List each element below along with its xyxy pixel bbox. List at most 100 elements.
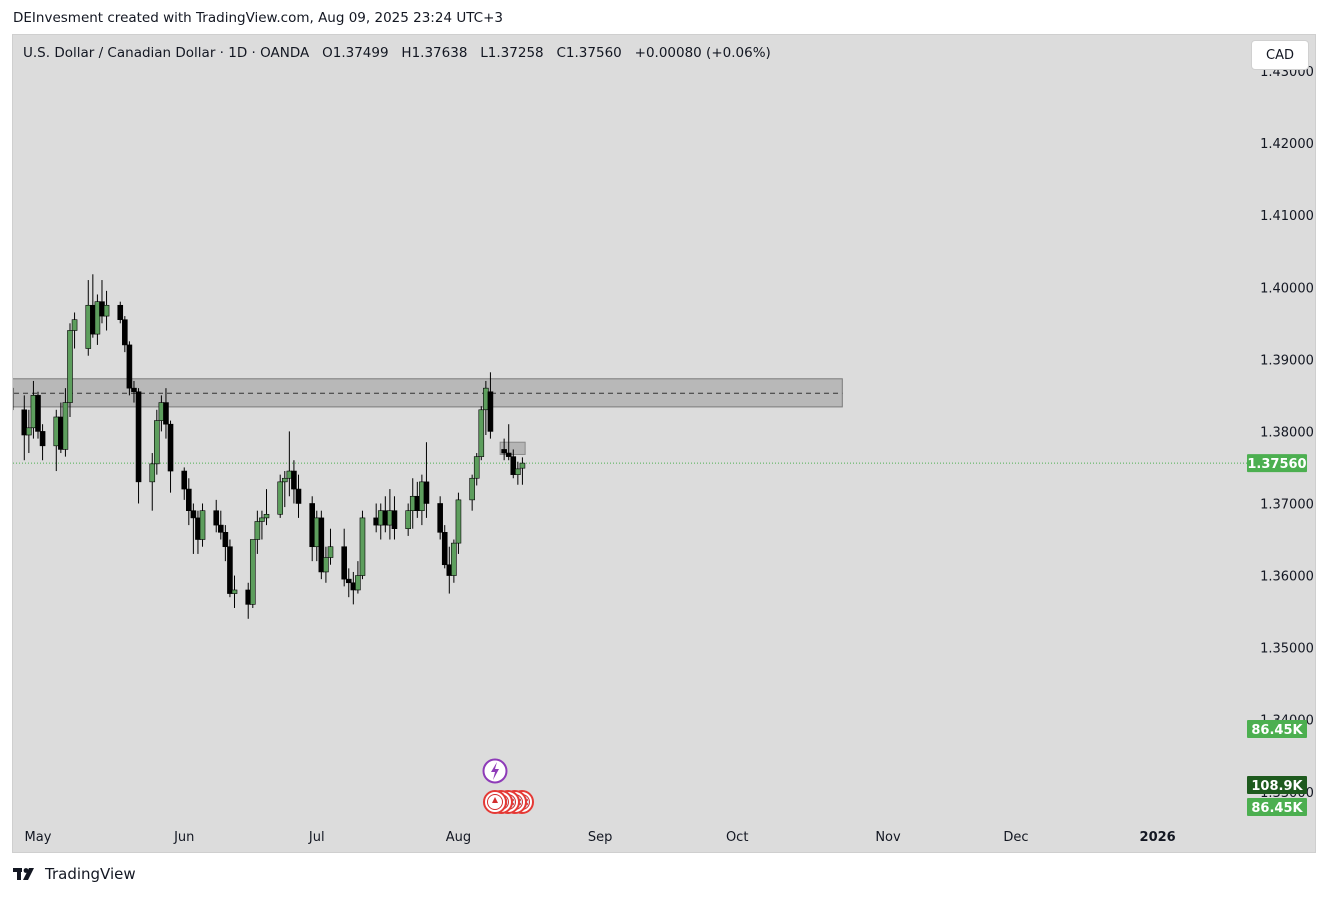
candle-body xyxy=(30,395,37,429)
candle-body xyxy=(409,495,416,511)
candle-body xyxy=(263,513,270,519)
candle-body xyxy=(313,517,320,548)
candle-body xyxy=(423,481,430,504)
candle-body xyxy=(505,452,512,457)
x-tick-label: Nov xyxy=(875,830,901,845)
candle-body xyxy=(487,391,494,432)
candle-body xyxy=(58,416,64,450)
last-price-label: 1.37560 xyxy=(1247,457,1306,472)
candle-body xyxy=(199,510,206,540)
candle-body xyxy=(67,330,73,403)
candle-body xyxy=(387,510,393,526)
x-tick-label: May xyxy=(25,830,52,845)
chart-panel[interactable]: 1.43000 1.42000 1.41000 1.40000 1.39000 1.380… xyxy=(12,34,1316,853)
candle-body xyxy=(186,488,192,511)
last-price-label-bg xyxy=(1247,454,1307,473)
volume-label-bg xyxy=(1247,776,1307,794)
candle-body xyxy=(131,387,137,393)
candle-body xyxy=(35,395,41,432)
candle-body xyxy=(281,477,288,483)
volume-label-bg xyxy=(1247,798,1307,816)
y-tick-label: 1.36000 xyxy=(1260,570,1314,585)
x-tick-label: 2026 xyxy=(1140,830,1176,845)
tradingview-branding[interactable]: TradingView xyxy=(13,865,136,883)
candlestick-chart[interactable]: 1.430001.420001.410001.400001.390001.380… xyxy=(13,35,1316,853)
volume-label: 108.9K xyxy=(1251,779,1303,794)
candle-body xyxy=(515,468,521,475)
y-tick-label: 1.35000 xyxy=(1260,642,1314,657)
candle-body xyxy=(391,510,398,530)
candle-body xyxy=(167,423,174,472)
candle-body xyxy=(414,495,421,511)
volume-label: 86.45K xyxy=(1251,723,1303,738)
x-tick-label: Jun xyxy=(173,830,194,845)
candle-body xyxy=(373,517,379,526)
x-tick-label: Sep xyxy=(588,830,613,845)
x-tick-label: Aug xyxy=(446,830,471,845)
y-tick-label: 1.39000 xyxy=(1260,353,1314,368)
candle-body xyxy=(451,542,457,576)
x-tick-label: Jul xyxy=(308,830,325,845)
candle-body xyxy=(158,402,165,421)
candle-body xyxy=(483,387,489,411)
candle-body xyxy=(355,575,361,591)
candle-body xyxy=(163,402,169,425)
candle-body xyxy=(103,304,110,317)
candle-body xyxy=(446,564,453,576)
candle-body xyxy=(291,470,297,490)
candle-body xyxy=(154,420,160,465)
candle-body xyxy=(39,431,46,447)
candle-body xyxy=(405,510,411,530)
tradingview-logo-icon xyxy=(13,868,34,880)
candle-body xyxy=(419,481,425,511)
y-tick-label: 1.37000 xyxy=(1260,497,1314,512)
candle-body xyxy=(117,304,124,320)
candle-body xyxy=(122,319,128,346)
candle-body xyxy=(190,510,197,519)
candle-body xyxy=(519,462,526,469)
candle-body xyxy=(286,470,293,479)
candle-body xyxy=(26,427,32,436)
candle-body xyxy=(254,521,261,540)
volume-label: 86.45K xyxy=(1251,801,1303,816)
candle-body xyxy=(437,503,443,533)
candle-body xyxy=(62,402,69,450)
chart-caption: DEInvesment created with TradingView.com… xyxy=(13,10,503,26)
y-tick-label: 1.41000 xyxy=(1260,209,1314,224)
candle-body xyxy=(501,449,507,454)
candle-body xyxy=(71,319,78,331)
candle-body xyxy=(181,470,188,490)
candle-body xyxy=(359,517,366,576)
candle-body xyxy=(341,546,347,580)
candle-body xyxy=(149,463,156,483)
candle-body xyxy=(318,517,325,573)
candle-body xyxy=(277,481,284,515)
candle-body xyxy=(85,304,92,349)
y-tick-label: 1.40000 xyxy=(1260,281,1314,296)
x-tick-label: Oct xyxy=(726,830,748,845)
candle-body xyxy=(478,409,485,457)
candle-body xyxy=(94,301,101,335)
candle-body xyxy=(469,477,475,501)
candle-body xyxy=(259,517,265,522)
candle-body xyxy=(382,510,389,526)
candle-body xyxy=(21,409,28,436)
candle-body xyxy=(135,391,142,483)
y-tick-label: 1.38000 xyxy=(1260,425,1314,440)
candle-body xyxy=(213,510,220,526)
candle-body xyxy=(455,499,462,544)
volume-label-bg xyxy=(1247,720,1307,738)
candle-body xyxy=(231,589,238,594)
currency-button[interactable]: CAD xyxy=(1251,40,1309,70)
candle-body xyxy=(195,517,201,540)
candle-body xyxy=(377,510,384,526)
candle-body xyxy=(126,344,133,389)
candle-body xyxy=(473,456,480,479)
candle-body xyxy=(295,488,302,504)
candle-body xyxy=(99,301,105,317)
candle-body xyxy=(218,524,224,533)
candle-body xyxy=(345,578,352,584)
candle-body xyxy=(350,582,357,591)
candle-body xyxy=(245,589,252,605)
candle-body xyxy=(90,304,96,335)
